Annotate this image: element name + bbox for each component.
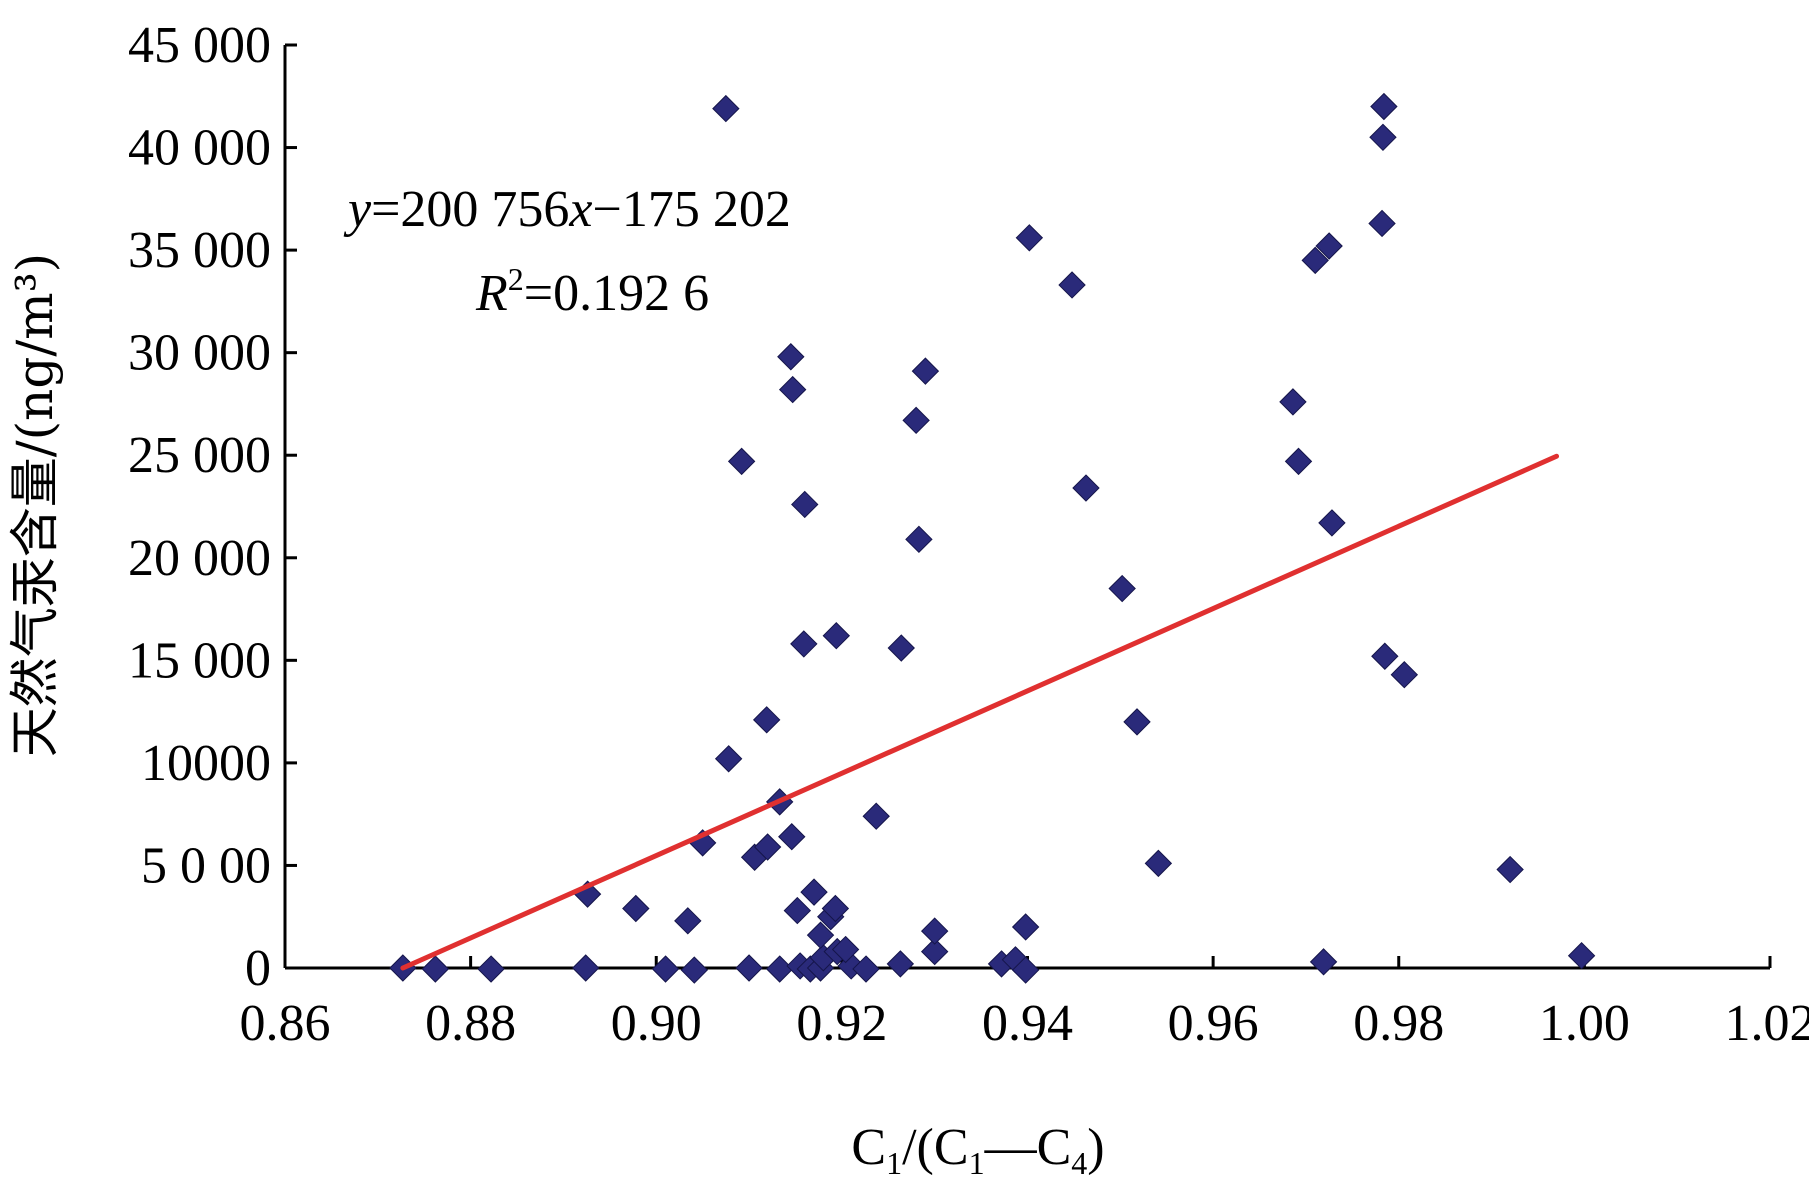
data-point [806, 921, 835, 949]
data-point [1368, 209, 1396, 238]
data-point [920, 917, 949, 945]
data-point [674, 907, 702, 935]
data-point [1058, 271, 1086, 299]
data-point [905, 525, 933, 554]
data-point [791, 490, 819, 519]
data-point [800, 878, 828, 906]
x-tick-label: 0.88 [425, 995, 516, 1052]
r-squared-exp: 2 [508, 261, 524, 297]
scatter-points [389, 92, 1596, 984]
x-tick-label: 1.02 [1725, 995, 1809, 1052]
x-tick-label: 0.96 [1168, 995, 1259, 1052]
data-point [712, 94, 740, 123]
data-point [753, 833, 782, 861]
x-axis-title: C1/(C1—C4) [851, 1119, 1104, 1181]
y-axis-title: 天然气汞含量/(ng/m³) [6, 253, 64, 757]
data-point [1309, 948, 1338, 976]
data-point [1123, 708, 1151, 736]
data-point [1371, 642, 1399, 670]
equation-intercept: −175 202 [593, 181, 791, 238]
x-title-part-1: C [851, 1119, 886, 1176]
x-tick-label: 0.94 [982, 995, 1073, 1052]
data-point [1318, 509, 1346, 537]
data-point [421, 955, 450, 983]
x-tick-label: 0.86 [240, 995, 331, 1052]
y-axis-ticks: 0 5 0 00 10000 15 000 20 000 25 000 30 000 35 0… [128, 17, 297, 997]
data-point [1011, 956, 1040, 984]
data-point [887, 634, 915, 662]
y-tick-label: 20 000 [128, 530, 271, 587]
y-tick-label: 10000 [141, 735, 271, 792]
data-point [622, 894, 650, 923]
data-point [1108, 574, 1136, 603]
data-point [783, 896, 812, 925]
data-point [1496, 855, 1524, 884]
plot-area: 0.86 0.88 0.90 0.92 0.94 0.96 0.98 1.00 1.02 0 5 … [128, 17, 1809, 1052]
data-point [1284, 447, 1313, 476]
y-tick-label: 45 000 [128, 17, 271, 74]
x-tick-label: 0.92 [796, 995, 887, 1052]
y-tick-label: 5 0 00 [141, 837, 271, 894]
data-point [477, 955, 505, 983]
data-point [886, 950, 915, 978]
x-tick-label: 1.00 [1539, 995, 1630, 1052]
x-title-part-3: —C [984, 1119, 1072, 1176]
y-tick-label: 15 000 [128, 632, 271, 689]
y-tick-label: 40 000 [128, 120, 271, 177]
data-point [651, 955, 680, 983]
x-title-part-4: ) [1087, 1119, 1104, 1176]
data-point [1072, 474, 1100, 502]
trend-line [400, 453, 1560, 971]
data-point [572, 954, 600, 982]
data-point [1369, 123, 1397, 152]
r-squared-r: R [475, 265, 508, 322]
data-point [752, 706, 781, 734]
equation-slope: =200 756 [371, 181, 569, 238]
data-point [862, 802, 890, 830]
data-point [911, 357, 940, 385]
x-title-sub-2: 1 [969, 1145, 985, 1181]
data-point [778, 823, 806, 851]
data-point [714, 745, 743, 773]
data-point [765, 955, 794, 983]
data-point [831, 935, 860, 964]
data-point [1279, 388, 1307, 416]
data-point [1144, 849, 1173, 878]
x-tick-label: 0.90 [611, 995, 702, 1052]
x-title-sub-3: 4 [1071, 1145, 1087, 1181]
x-title-part-2: /(C [902, 1119, 968, 1176]
y-tick-label: 35 000 [128, 222, 271, 279]
x-tick-label: 0.98 [1353, 995, 1444, 1052]
data-point [1370, 92, 1398, 121]
equation-y-var: y [343, 181, 372, 238]
y-tick-label: 30 000 [128, 325, 271, 382]
r-squared-value: =0.192 6 [524, 265, 709, 322]
data-point [1015, 224, 1044, 252]
data-point [920, 937, 949, 966]
data-point [778, 375, 807, 404]
equation-x-var: x [568, 181, 592, 238]
data-point [777, 343, 805, 371]
data-point [680, 956, 709, 984]
data-point [735, 954, 763, 982]
data-point [790, 630, 818, 658]
data-point [1567, 941, 1596, 970]
x-title-sub-1: 1 [886, 1145, 902, 1181]
data-point [1011, 913, 1040, 941]
data-point [1390, 660, 1419, 689]
data-point [727, 447, 756, 476]
regression-equation: y=200 756x−175 202 [343, 181, 791, 238]
data-point [852, 955, 880, 983]
data-point [902, 406, 930, 435]
data-point [821, 894, 850, 923]
x-axis-ticks: 0.86 0.88 0.90 0.92 0.94 0.96 0.98 1.00 1.02 [240, 956, 1809, 1052]
y-tick-label: 0 [245, 940, 271, 997]
data-point [1301, 246, 1329, 275]
r-squared: R2=0.192 6 [475, 261, 709, 322]
data-point [822, 622, 851, 650]
data-point [1315, 232, 1343, 260]
y-tick-label: 25 000 [128, 427, 271, 484]
